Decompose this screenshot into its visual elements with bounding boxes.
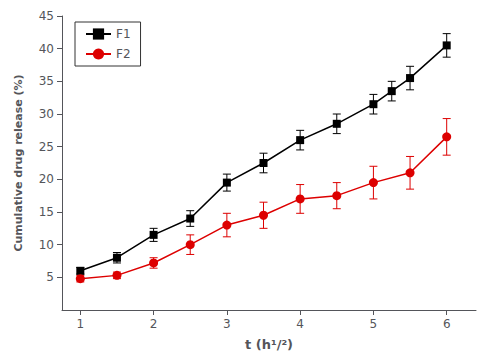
svg-text:5: 5 — [370, 317, 378, 331]
svg-text:6: 6 — [443, 317, 451, 331]
svg-text:2: 2 — [150, 317, 158, 331]
svg-text:30: 30 — [39, 107, 54, 121]
svg-text:1: 1 — [76, 317, 84, 331]
svg-text:15: 15 — [39, 205, 54, 219]
svg-text:F2: F2 — [116, 47, 131, 61]
svg-text:3: 3 — [223, 317, 231, 331]
svg-text:40: 40 — [39, 42, 54, 56]
svg-text:5: 5 — [46, 270, 54, 284]
svg-text:25: 25 — [39, 140, 54, 154]
svg-text:45: 45 — [39, 9, 54, 23]
svg-text:t (h¹/²): t (h¹/²) — [245, 337, 293, 352]
svg-text:20: 20 — [39, 172, 54, 186]
svg-text:35: 35 — [39, 74, 54, 88]
svg-text:10: 10 — [39, 238, 54, 252]
svg-text:F1: F1 — [116, 27, 131, 41]
svg-text:Cumulative drug release (%): Cumulative drug release (%) — [12, 74, 25, 251]
svg-text:4: 4 — [296, 317, 304, 331]
